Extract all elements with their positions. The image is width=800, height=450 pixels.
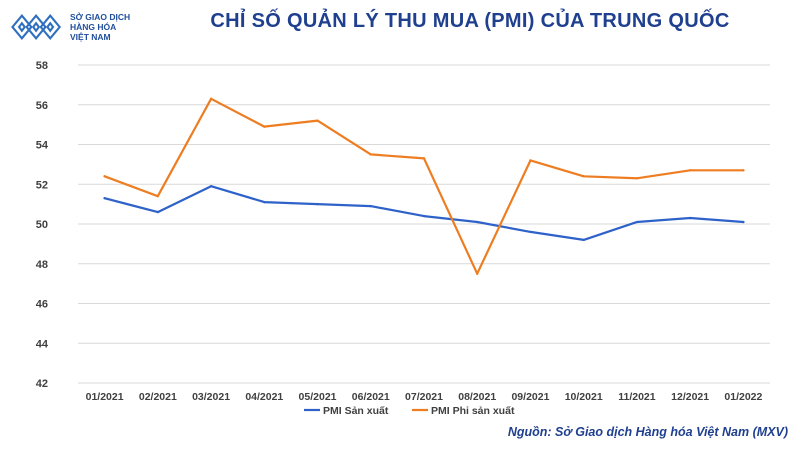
- x-tick-label: 12/2021: [671, 391, 709, 403]
- data-point: [688, 169, 692, 172]
- x-tick-label: 08/2021: [458, 391, 496, 403]
- y-tick-label: 42: [36, 378, 48, 390]
- x-tick-label: 06/2021: [352, 391, 390, 403]
- chart-title: CHỈ SỐ QUẢN LÝ THU MUA (PMI) CỦA TRUNG Q…: [210, 10, 730, 32]
- data-point: [103, 196, 106, 200]
- data-point: [369, 153, 372, 156]
- legend-label: PMI Phi sản xuất: [431, 405, 515, 417]
- data-point: [103, 175, 106, 178]
- series-line: [103, 185, 745, 241]
- data-point: [476, 220, 479, 224]
- data-point: [316, 202, 319, 206]
- x-tick-label: 05/2021: [299, 391, 337, 403]
- data-point: [263, 200, 266, 204]
- logo: SỞ GIAO DỊCH HÀNG HÓA VIỆT NAM: [8, 7, 198, 47]
- source-note: Nguồn: Sở Giao dịch Hàng hóa Việt Nam (M…: [507, 425, 788, 439]
- data-point: [742, 169, 745, 172]
- x-tick-label: 01/2021: [86, 391, 124, 403]
- data-point: [529, 159, 532, 162]
- data-point: [742, 220, 745, 224]
- series-line: [103, 97, 745, 275]
- data-point: [476, 272, 479, 275]
- x-tick-label: 11/2021: [618, 391, 656, 403]
- y-tick-label: 50: [36, 219, 48, 231]
- data-point: [263, 125, 266, 128]
- data-point: [422, 157, 426, 160]
- x-tick-label: 09/2021: [511, 391, 549, 403]
- data-point: [209, 97, 213, 100]
- data-point: [156, 194, 160, 198]
- x-tick-label: 10/2021: [565, 391, 603, 403]
- legend-label: PMI Sản xuất: [323, 405, 389, 417]
- y-tick-label: 56: [36, 100, 48, 112]
- data-point: [582, 238, 585, 242]
- y-tick-label: 44: [36, 338, 49, 350]
- y-tick-label: 48: [36, 259, 48, 271]
- y-tick-label: 52: [36, 179, 48, 191]
- data-point: [582, 175, 585, 178]
- data-point: [529, 230, 532, 234]
- logo-diamond-icon: [11, 14, 62, 40]
- logo-line-2: HÀNG HÓA: [70, 22, 117, 32]
- x-tick-label: 07/2021: [405, 391, 443, 403]
- x-tick-label: 02/2021: [139, 391, 177, 403]
- y-tick-label: 58: [36, 60, 48, 72]
- data-point: [635, 220, 639, 224]
- data-point: [316, 119, 319, 122]
- data-point: [209, 185, 213, 188]
- logo-line-3: VIỆT NAM: [70, 32, 111, 42]
- data-point: [635, 177, 639, 180]
- x-tick-label: 03/2021: [192, 391, 230, 403]
- data-point: [422, 214, 426, 218]
- x-tick-label: 01/2022: [724, 391, 762, 403]
- logo-text: SỞ GIAO DỊCH HÀNG HÓA VIỆT NAM: [70, 12, 130, 42]
- y-tick-label: 46: [36, 299, 48, 311]
- logo-line-1: SỞ GIAO DỊCH: [70, 12, 131, 22]
- x-tick-label: 04/2021: [245, 391, 283, 403]
- data-point: [156, 210, 160, 214]
- data-point: [688, 216, 692, 220]
- data-point: [369, 204, 372, 208]
- y-tick-label: 54: [36, 140, 49, 152]
